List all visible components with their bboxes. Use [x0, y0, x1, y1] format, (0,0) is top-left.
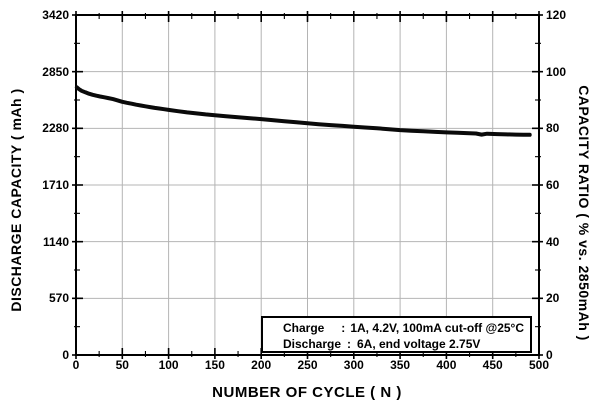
x-tick-label: 500	[528, 358, 550, 372]
discharge-label: Discharge	[283, 337, 342, 351]
y-left-tick-label: 3420	[42, 8, 69, 22]
y-right-tick-label: 40	[546, 234, 560, 249]
y-right-tick-label: 80	[546, 121, 560, 136]
discharge-colon: :	[347, 337, 351, 351]
y-left-tick-label: 1710	[42, 178, 69, 192]
y-right-tick-label: 20	[546, 291, 560, 306]
left-axis-title: DISCHARGE CAPACITY ( mAh )	[8, 88, 24, 312]
capacity-curve	[74, 85, 532, 137]
y-left-tick-label: 2280	[42, 121, 69, 136]
x-tick-label: 450	[482, 358, 503, 372]
x-tick-label: 0	[72, 358, 80, 372]
x-tick-label: 400	[436, 358, 457, 372]
charge-colon: :	[341, 321, 346, 335]
x-tick-label: 150	[204, 358, 225, 372]
y-left-tick-label: 1140	[42, 234, 69, 249]
y-right-tick-label: 100	[546, 64, 567, 79]
x-tick-label: 250	[297, 358, 318, 372]
charge-conditions-row: Charge : 1A, 4.2V, 100mA cut-off @25°C	[283, 320, 524, 336]
y-left-tick-label: 570	[48, 291, 69, 306]
y-left-tick-label: 0	[62, 348, 69, 362]
charge-value: 1A, 4.2V, 100mA cut-off @25°C	[350, 321, 524, 335]
x-tick-label: 350	[390, 358, 411, 372]
y-right-tick-label: 60	[546, 178, 560, 192]
discharge-value: 6A, end voltage 2.75V	[357, 337, 481, 351]
plot-frame	[75, 14, 540, 356]
x-axis-title: NUMBER OF CYCLE ( N )	[212, 384, 402, 401]
y-left-tick-label: 2850	[42, 64, 69, 79]
x-tick-label: 50	[115, 358, 129, 372]
y-right-tick-label: 0	[546, 348, 553, 362]
x-tick-label: 100	[158, 358, 179, 372]
x-tick-label: 200	[251, 358, 272, 372]
x-tick-label: 300	[343, 358, 364, 372]
charge-label: Charge	[283, 321, 325, 335]
discharge-conditions-row: Discharge : 6A, end voltage 2.75V	[283, 336, 524, 352]
test-conditions-box: Charge : 1A, 4.2V, 100mA cut-off @25°C D…	[261, 316, 532, 353]
y-right-tick-label: 120	[546, 8, 567, 22]
